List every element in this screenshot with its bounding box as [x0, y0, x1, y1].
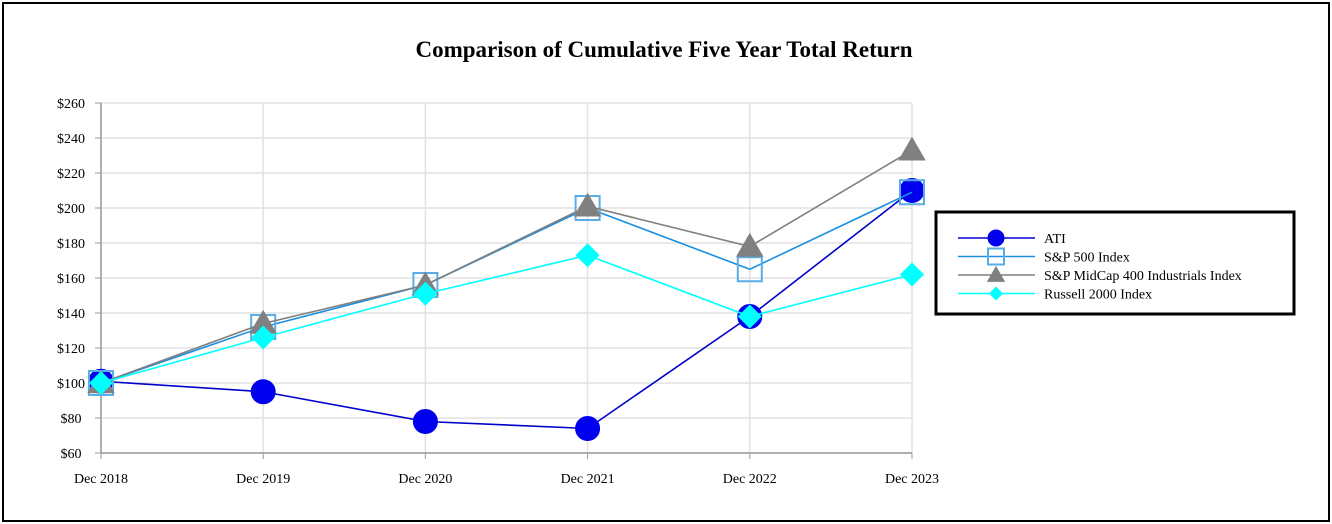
grid: [100, 102, 913, 454]
series-line: [100, 149, 913, 384]
x-tick-label: Dec 2023: [885, 472, 939, 487]
y-tick-label: $200: [57, 202, 85, 217]
data-point: [250, 379, 276, 405]
y-tick-label: $180: [57, 237, 85, 252]
data-point: [737, 304, 762, 329]
data-point: [249, 309, 277, 334]
legend: ATI S&P 500 Index S&P MidCap 400 Industria…: [934, 210, 1296, 316]
data-point: [573, 192, 602, 217]
legend-entry: Russell 2000 Index: [958, 286, 1152, 303]
y-tick-label: $140: [57, 307, 85, 322]
data-point: [89, 371, 113, 395]
series-triangle: [87, 136, 926, 394]
x-tick-label: Dec 2020: [398, 472, 452, 487]
data-point: [413, 281, 438, 306]
data-point: [899, 178, 925, 203]
legend-label: S&P MidCap 400 Industrials Index: [1044, 269, 1242, 284]
series-line: [100, 189, 913, 430]
data-point: [736, 256, 763, 283]
series-line: [100, 254, 913, 384]
series-diamond: [89, 243, 924, 395]
legend-entry: S&P 500 Index: [958, 247, 1130, 266]
data-point: [900, 262, 924, 287]
legend-marker: [987, 247, 1005, 266]
legend-marker: [989, 286, 1003, 301]
x-axis-ticks: Dec 2018 Dec 2019 Dec 2020 Dec 2021 Dec 2022…: [74, 453, 939, 487]
y-tick-label: $240: [57, 132, 85, 147]
y-tick-label: $220: [57, 167, 85, 182]
chart-title: Comparison of Cumulative Five Year Total…: [415, 37, 912, 62]
data-point: [736, 232, 764, 257]
legend-marker: [987, 229, 1005, 247]
data-point: [575, 243, 600, 268]
legend-label: ATI: [1044, 232, 1066, 247]
y-tick-label: $160: [57, 272, 85, 287]
y-tick-label: $100: [57, 377, 85, 392]
series-group: [87, 136, 926, 441]
x-tick-label: Dec 2022: [723, 472, 777, 487]
x-tick-label: Dec 2021: [561, 472, 615, 487]
data-point: [251, 325, 276, 350]
legend-entry: ATI: [958, 229, 1066, 247]
legend-label: S&P 500 Index: [1044, 251, 1130, 266]
x-tick-label: Dec 2019: [236, 472, 290, 487]
y-axis-ticks: $60 $80 $100 $120 $140 $160 $180 $200 $220 $240 $2…: [57, 97, 101, 462]
data-point: [575, 416, 601, 441]
data-point: [898, 136, 926, 161]
x-tick-label: Dec 2018: [74, 472, 128, 487]
legend-entry: S&P MidCap 400 Industrials Index: [958, 265, 1242, 284]
legend-label: Russell 2000 Index: [1044, 288, 1152, 303]
data-point: [899, 179, 925, 206]
series-circle: [88, 178, 925, 441]
data-point: [412, 409, 438, 434]
series-square: [88, 179, 925, 396]
y-tick-label: $60: [61, 447, 82, 462]
y-tick-label: $260: [57, 97, 85, 112]
y-tick-label: $120: [57, 342, 85, 357]
series-line: [100, 191, 913, 384]
y-tick-label: $80: [61, 412, 82, 427]
legend-marker: [986, 265, 1006, 282]
